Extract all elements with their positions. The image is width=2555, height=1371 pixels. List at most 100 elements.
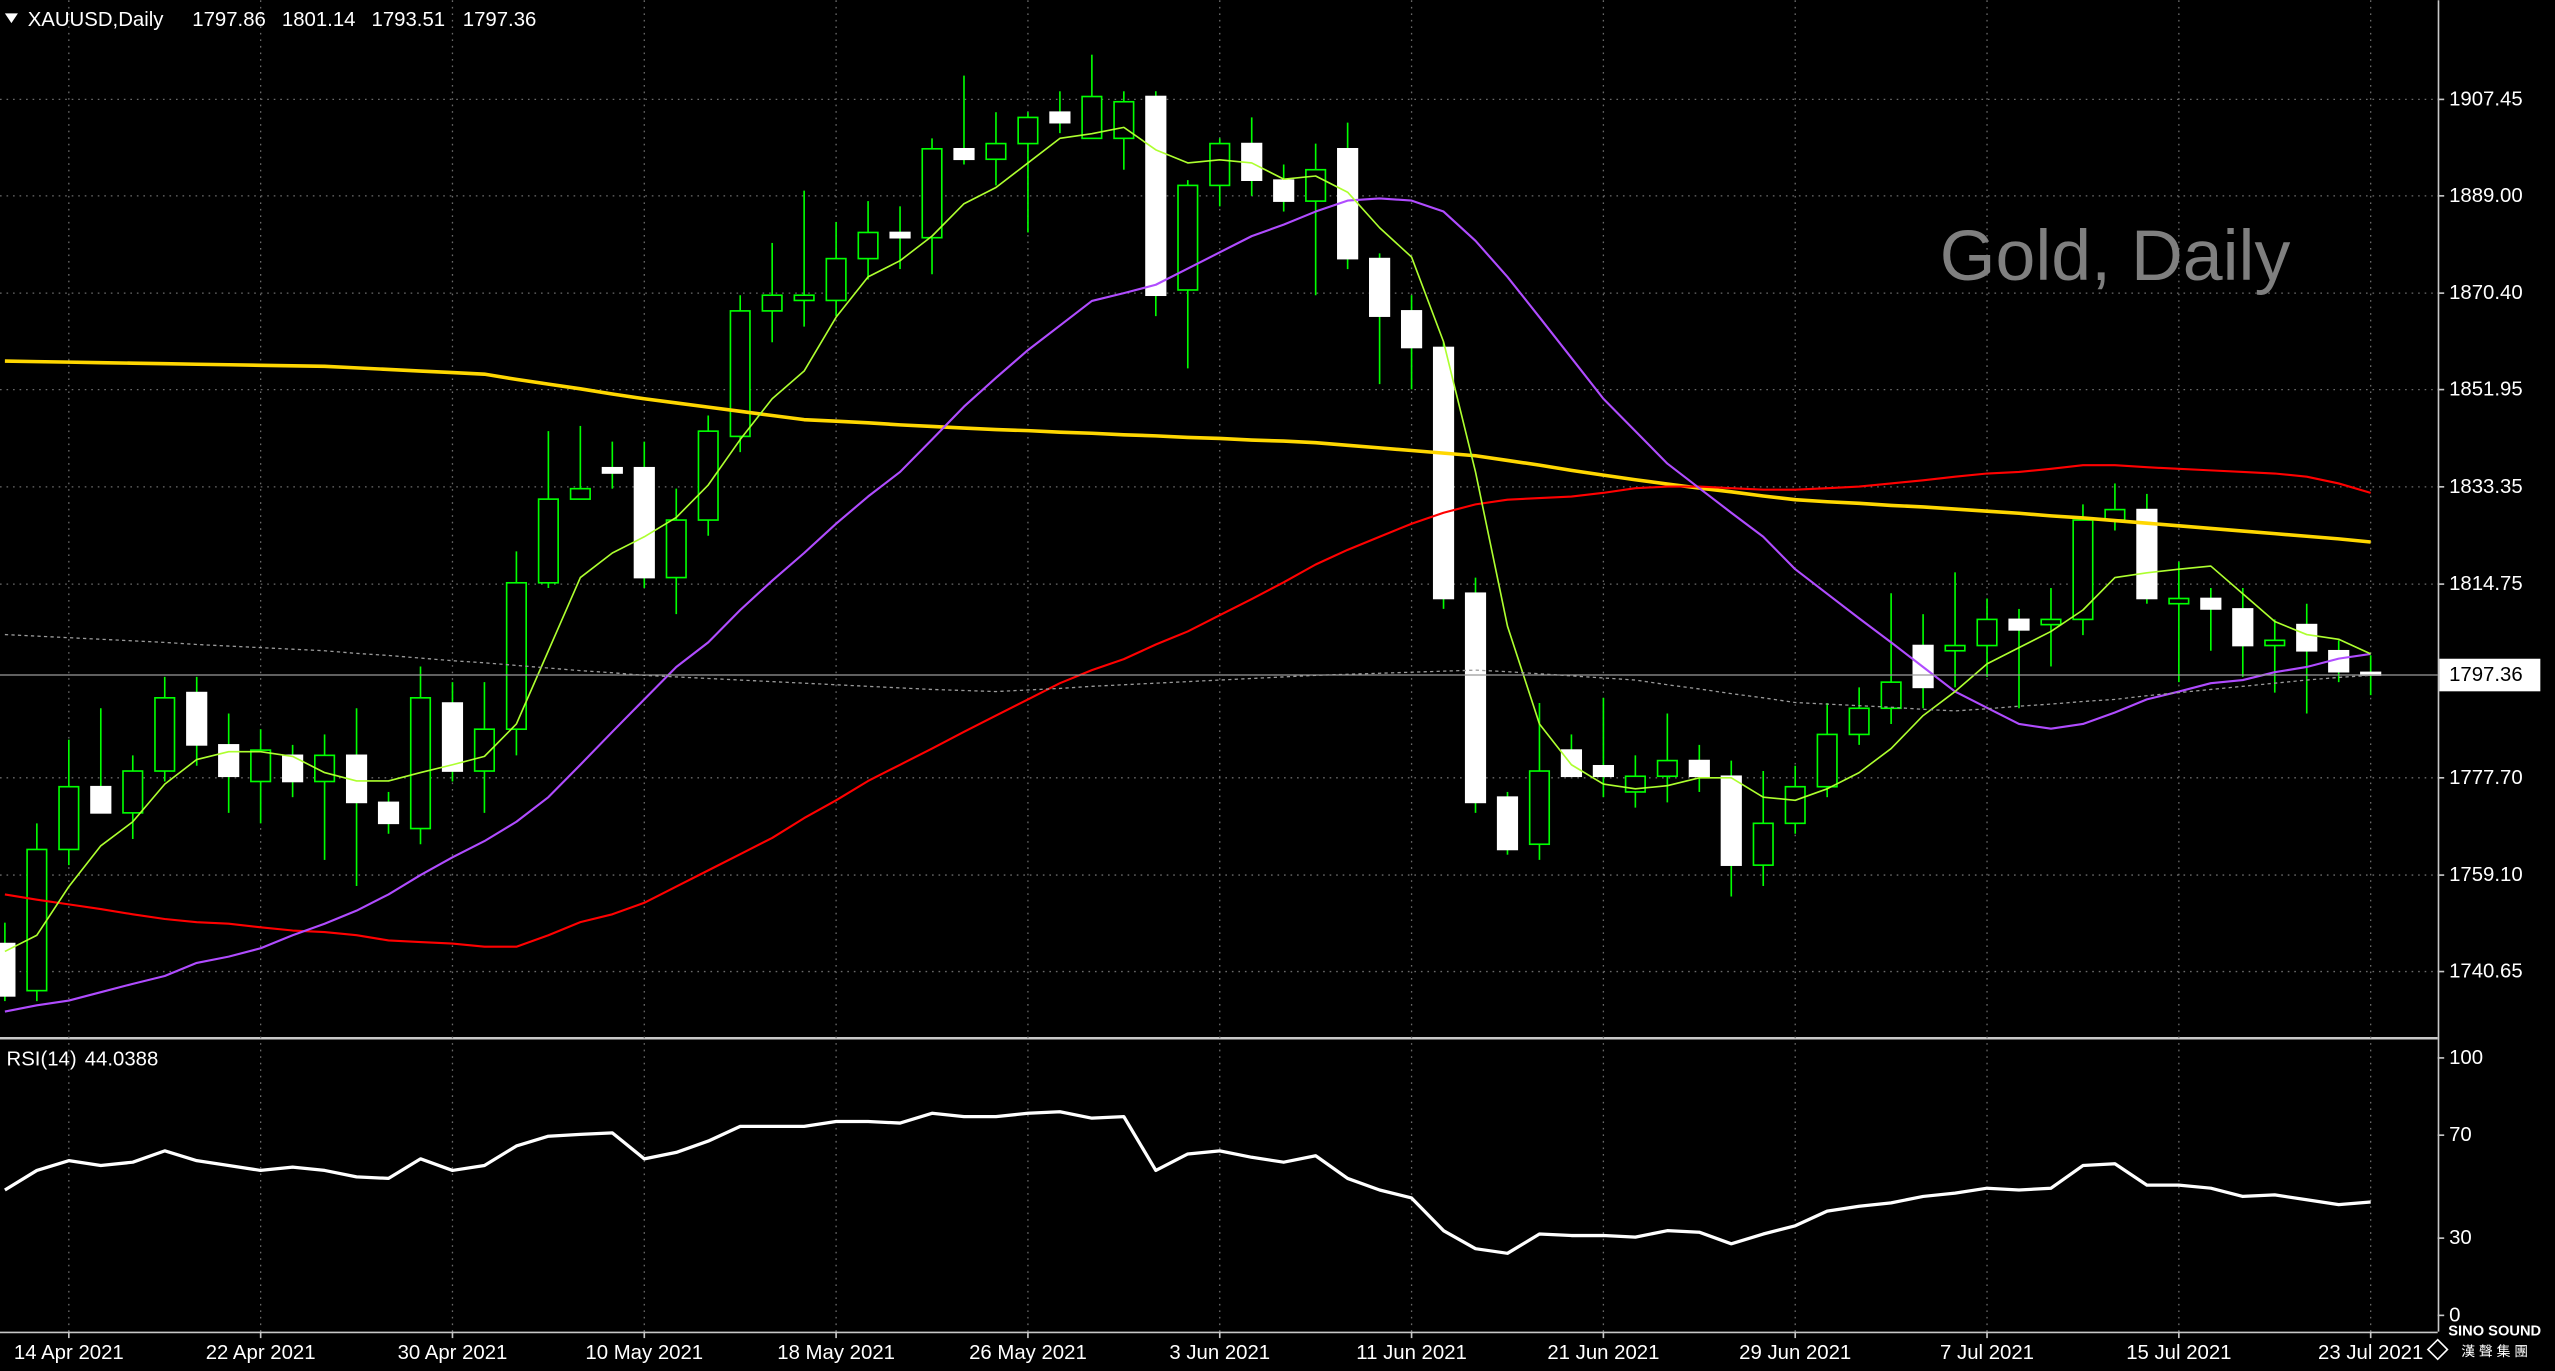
y-tick-label: 1759.10 bbox=[2449, 864, 2523, 886]
candle-body bbox=[26, 848, 48, 992]
candle-body bbox=[1560, 749, 1583, 778]
candle-body bbox=[2232, 608, 2254, 647]
x-tick-label: 30 Apr 2021 bbox=[398, 1342, 508, 1364]
y-tick-label: 1814.75 bbox=[2449, 573, 2523, 595]
y-tick-label: 1833.35 bbox=[2449, 476, 2523, 498]
candle-body bbox=[1944, 644, 1966, 652]
candle-body bbox=[1496, 796, 1519, 851]
candle-body bbox=[1848, 707, 1870, 736]
logo-name: SINO SOUND bbox=[2448, 1324, 2541, 1340]
candle-body bbox=[250, 749, 272, 783]
candle-body bbox=[1145, 95, 1167, 297]
candle-body bbox=[218, 744, 240, 778]
y-tick-label: 1851.95 bbox=[2449, 379, 2523, 401]
y-tick-label: 100 bbox=[2449, 1047, 2483, 1069]
x-tick-label: 18 May 2021 bbox=[777, 1342, 895, 1364]
candle-body bbox=[1432, 346, 1455, 600]
candle-body bbox=[697, 430, 719, 521]
candle-body bbox=[633, 466, 655, 579]
price-label-box bbox=[2439, 658, 2541, 692]
candle-body bbox=[473, 728, 496, 772]
moving-average-line bbox=[4, 359, 2371, 544]
candle-body bbox=[761, 294, 783, 312]
y-tick-label: 0 bbox=[2449, 1304, 2460, 1326]
candle-body bbox=[505, 581, 528, 731]
y-tick-label: 1907.45 bbox=[2449, 88, 2523, 110]
x-tick-label: 14 Apr 2021 bbox=[14, 1342, 124, 1364]
candle-body bbox=[1400, 310, 1423, 349]
candle-body bbox=[2040, 618, 2062, 626]
candle-body bbox=[1688, 759, 1710, 778]
candle-body bbox=[601, 466, 623, 474]
y-tick-label: 30 bbox=[2449, 1227, 2472, 1249]
rsi-title: RSI(14) bbox=[7, 1048, 77, 1070]
y-tick-label: 1777.70 bbox=[2449, 767, 2523, 789]
candle-body bbox=[1816, 733, 1838, 788]
x-tick-label: 11 Jun 2021 bbox=[1356, 1342, 1467, 1364]
candle-body bbox=[2072, 519, 2094, 621]
logo-subtitle: 漢 聲 集 團 bbox=[2461, 1343, 2528, 1359]
candle-body bbox=[857, 231, 879, 260]
candle-body bbox=[1528, 770, 1551, 846]
rsi-value: 44.0388 bbox=[85, 1048, 159, 1070]
moving-average-line bbox=[4, 464, 2371, 948]
candle-body bbox=[2264, 639, 2286, 647]
moving-average-line bbox=[4, 197, 2371, 1013]
candle-body bbox=[953, 147, 975, 161]
candle-body bbox=[1464, 592, 1487, 804]
candle-body bbox=[665, 519, 687, 579]
rsi-line bbox=[4, 1110, 2371, 1255]
candle-body bbox=[282, 754, 304, 783]
moving-average-line bbox=[4, 126, 2372, 953]
candle-body bbox=[2296, 623, 2318, 652]
candle-body bbox=[537, 498, 559, 584]
candle-body bbox=[154, 697, 176, 772]
header-low: 1793.51 bbox=[372, 9, 446, 31]
x-tick-label: 21 Jun 2021 bbox=[1547, 1342, 1659, 1364]
candle-body bbox=[122, 770, 144, 814]
watermark: Gold, Daily bbox=[1940, 216, 2291, 296]
y-tick-label: 1740.65 bbox=[2449, 961, 2523, 983]
x-tick-label: 3 Jun 2021 bbox=[1169, 1342, 1270, 1364]
y-tick-label: 70 bbox=[2449, 1124, 2472, 1146]
candle-body bbox=[2008, 618, 2030, 631]
candle-body bbox=[921, 147, 943, 239]
candle-body bbox=[1752, 822, 1774, 866]
candle-body bbox=[1720, 775, 1742, 866]
candle-body bbox=[441, 702, 464, 772]
candle-body bbox=[1369, 257, 1391, 317]
candle-body bbox=[1656, 759, 1678, 778]
x-tick-label: 29 Jun 2021 bbox=[1739, 1342, 1851, 1364]
candle-body bbox=[1177, 184, 1199, 291]
candle-body bbox=[377, 801, 400, 825]
y-tick-label: 1889.00 bbox=[2449, 185, 2523, 207]
candle-body bbox=[1305, 168, 1327, 202]
candle-body bbox=[889, 231, 911, 239]
current-price-label: 1797.36 bbox=[2449, 664, 2523, 686]
header-open: 1797.86 bbox=[192, 9, 266, 31]
candle-body bbox=[1592, 764, 1614, 778]
candle-body bbox=[0, 942, 16, 997]
x-tick-label: 7 Jul 2021 bbox=[1940, 1342, 2034, 1364]
candle-body bbox=[58, 785, 80, 851]
x-tick-label: 15 Jul 2021 bbox=[2126, 1342, 2231, 1364]
candle-body bbox=[1113, 100, 1135, 140]
candle-body bbox=[793, 294, 815, 302]
candle-body bbox=[1017, 116, 1039, 145]
candle-body bbox=[1880, 681, 1902, 710]
candle-body bbox=[2136, 508, 2158, 600]
x-tick-label: 23 Jul 2021 bbox=[2318, 1342, 2423, 1364]
candle-body bbox=[825, 257, 847, 302]
candle-body bbox=[1049, 111, 1071, 124]
logo-icon bbox=[2426, 1338, 2449, 1361]
menu-arrow[interactable] bbox=[4, 13, 18, 24]
moving-average-line bbox=[4, 633, 2371, 712]
candle-body bbox=[1976, 618, 1998, 647]
candle-body bbox=[1784, 785, 1806, 825]
x-tick-label: 10 May 2021 bbox=[585, 1342, 703, 1364]
candle-body bbox=[569, 487, 591, 500]
symbol-title: XAUUSD,Daily bbox=[28, 9, 165, 31]
candle-body bbox=[409, 697, 432, 830]
